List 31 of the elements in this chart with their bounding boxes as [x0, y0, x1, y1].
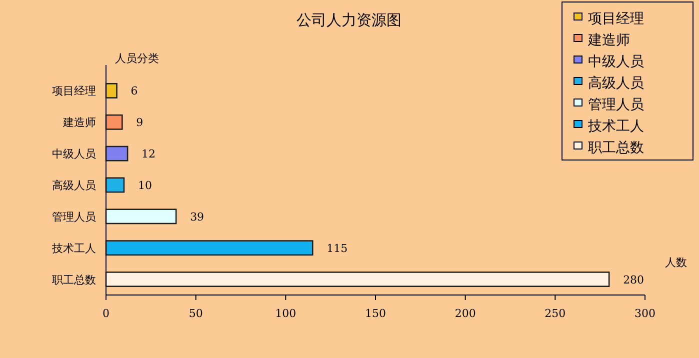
x-tick-label: 0: [102, 307, 110, 320]
data-label: 6: [130, 84, 138, 98]
y-tick-label: 高级人员: [52, 179, 96, 192]
legend-label: 中级人员: [588, 54, 644, 70]
x-tick-label: 100: [275, 307, 296, 320]
x-tick-label: 300: [634, 307, 656, 320]
y-tick-label: 职工总数: [52, 273, 96, 286]
legend-label: 高级人员: [588, 76, 644, 92]
legend-label: 技术工人: [587, 118, 644, 134]
data-label: 12: [142, 148, 156, 161]
x-tick-label: 150: [365, 307, 386, 320]
x-axis-title: 人数: [665, 256, 687, 269]
data-label: 280: [623, 273, 644, 286]
legend-label: 职工总数: [588, 140, 644, 156]
legend-label: 管理人员: [588, 97, 644, 113]
y-tick-label: 项目经理: [52, 84, 96, 98]
chart-title: 公司人力资源图: [296, 11, 402, 29]
legend-label: 建造师: [587, 32, 630, 48]
x-tick-label: 250: [544, 307, 566, 320]
y-axis-title: 人员分类: [115, 52, 159, 65]
y-tick-label: 管理人员: [52, 210, 96, 224]
legend-label: 项目经理: [588, 11, 644, 27]
data-label: 115: [326, 242, 348, 255]
data-label: 39: [190, 210, 204, 224]
y-tick-label: 中级人员: [52, 148, 96, 161]
x-tick-label: 50: [188, 307, 203, 320]
data-label: 10: [138, 179, 152, 192]
data-label: 9: [136, 116, 144, 130]
y-tick-label: 技术工人: [51, 242, 96, 255]
x-tick-label: 200: [454, 307, 476, 320]
y-tick-label: 建造师: [62, 116, 96, 130]
